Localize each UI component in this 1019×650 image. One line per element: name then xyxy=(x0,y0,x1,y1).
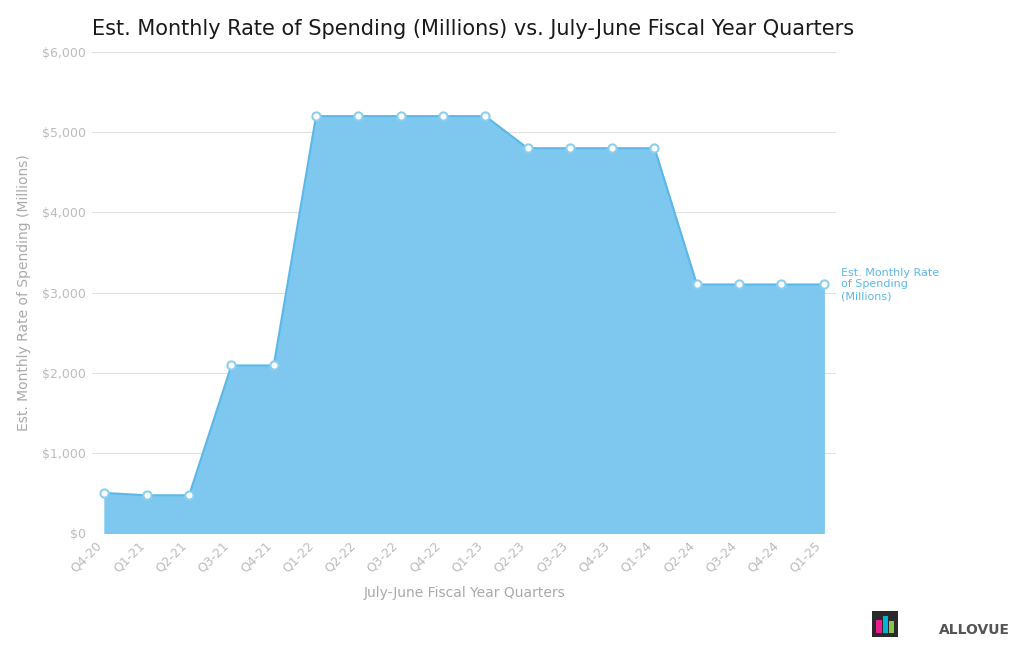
Bar xyxy=(875,620,880,633)
FancyBboxPatch shape xyxy=(870,610,898,638)
Point xyxy=(265,360,281,370)
Bar xyxy=(882,616,888,633)
Point xyxy=(139,490,155,501)
Point xyxy=(180,490,197,501)
Point xyxy=(731,280,747,290)
Text: Est. Monthly Rate of Spending (Millions) vs. July-June Fiscal Year Quarters: Est. Monthly Rate of Spending (Millions)… xyxy=(92,20,853,40)
Text: ALLOVUE: ALLOVUE xyxy=(937,623,1009,637)
Point xyxy=(96,488,112,498)
Point xyxy=(308,111,324,122)
Point xyxy=(477,111,493,122)
Point xyxy=(815,280,832,290)
X-axis label: July-June Fiscal Year Quarters: July-June Fiscal Year Quarters xyxy=(363,586,565,600)
Point xyxy=(519,143,535,153)
Point xyxy=(561,143,578,153)
Point xyxy=(223,360,239,370)
Bar xyxy=(888,621,894,633)
Text: Est. Monthly Rate
of Spending
(Millions): Est. Monthly Rate of Spending (Millions) xyxy=(840,268,937,301)
Point xyxy=(603,143,620,153)
Point xyxy=(688,280,704,290)
Point xyxy=(772,280,789,290)
Y-axis label: Est. Monthly Rate of Spending (Millions): Est. Monthly Rate of Spending (Millions) xyxy=(17,154,32,431)
Point xyxy=(392,111,409,122)
Point xyxy=(434,111,450,122)
Point xyxy=(646,143,662,153)
Point xyxy=(350,111,366,122)
